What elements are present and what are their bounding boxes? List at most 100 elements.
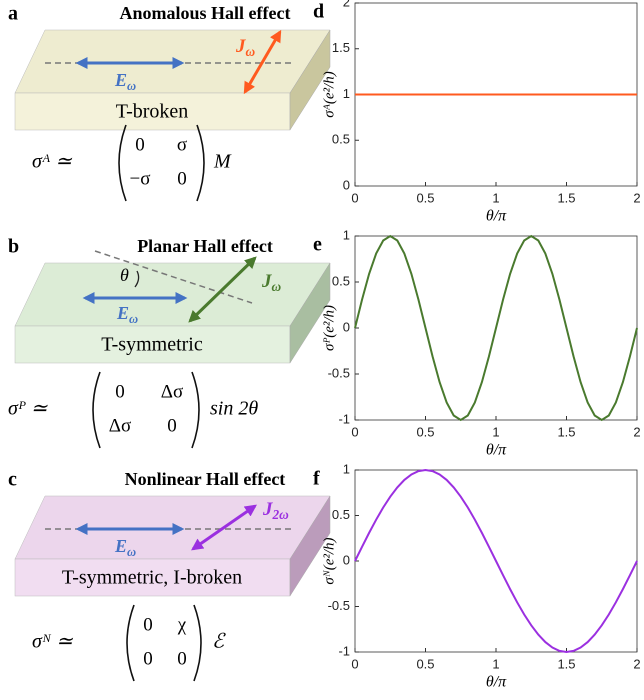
x-tick-label: 2 (633, 190, 640, 205)
formula-lhs: σᴬ ≃ (32, 151, 73, 173)
y-tick-label: 1 (343, 461, 350, 476)
formula-rhs: sin 2θ (210, 398, 258, 420)
y-axis-label: σᴬ(e²/h) (321, 71, 337, 117)
x-tick-label: 1.5 (557, 424, 575, 439)
matrix-entry: 0 (143, 614, 153, 635)
y-tick-label: -1 (338, 643, 350, 658)
angle-label: θ (120, 265, 129, 285)
slab-side (289, 495, 331, 597)
slab-front (14, 325, 291, 364)
paren-right (193, 604, 202, 682)
e-label: Eω (114, 536, 136, 559)
x-tick-label: 0.5 (416, 190, 434, 205)
matrix-entry: 0 (177, 168, 187, 189)
matrix-entry: 0 (177, 648, 187, 669)
paren-right (196, 124, 205, 202)
panel-label: b (8, 236, 19, 258)
y-tick-label: -0.5 (328, 598, 350, 613)
matrix-entry: 0 (115, 381, 125, 402)
j-label-main: J (262, 499, 273, 520)
slab-side (289, 29, 331, 131)
x-tick-label: 0.5 (416, 424, 434, 439)
j-arrow (188, 256, 257, 323)
panel-label: f (313, 468, 320, 490)
formula-lhs: σᴾ ≃ (8, 398, 49, 420)
angle-arc (134, 270, 140, 288)
x-axis-label: θ/π (486, 442, 507, 459)
j-arrow (243, 29, 282, 95)
x-tick-label: 0 (351, 656, 358, 671)
slab-text: T-symmetric, I-broken (62, 567, 242, 589)
formula-rhs: M (213, 151, 232, 173)
paren-left (92, 371, 101, 449)
y-tick-label: 1.5 (332, 40, 350, 55)
panel-label: d (313, 1, 324, 23)
matrix-entry: 0 (143, 648, 153, 669)
panel-label: c (8, 469, 17, 491)
j-label-sub: ω (272, 279, 282, 294)
y-tick-label: -0.5 (328, 365, 350, 380)
paren-left (126, 604, 135, 682)
e-label-sub: ω (129, 312, 138, 326)
e-label-main: E (114, 536, 127, 556)
dashed-line (94, 250, 253, 304)
j-label-sub: 2ω (272, 507, 290, 522)
x-axis-label: θ/π (486, 208, 507, 225)
e-label: Eω (114, 70, 136, 93)
y-tick-label: 1 (343, 227, 350, 242)
j-arrow (191, 504, 257, 551)
line-series (354, 468, 638, 654)
x-tick-label: 1 (492, 424, 499, 439)
x-tick-label: 1.5 (557, 656, 575, 671)
x-tick-label: 0 (351, 190, 358, 205)
panel-label: e (313, 234, 322, 256)
y-tick-label: -1 (338, 411, 350, 426)
panel-title: Anomalous Hall effect (120, 3, 291, 23)
matrix-entry: Δσ (109, 415, 131, 436)
x-tick-label: 2 (633, 656, 640, 671)
j-label-sub: ω (246, 44, 256, 59)
j-label-main: J (235, 36, 246, 57)
x-tick-label: 1.5 (557, 190, 575, 205)
matrix-entry: 0 (167, 415, 177, 436)
j-label-main: J (261, 271, 272, 292)
paren-left (118, 124, 127, 202)
y-tick-label: 0.5 (332, 132, 350, 147)
j-label: J2ω (262, 499, 289, 522)
formula-lhs: σᴺ ≃ (32, 631, 74, 653)
panel-title: Planar Hall effect (137, 236, 273, 256)
y-axis-label: σᴺ(e²/h) (321, 537, 337, 584)
y-axis-label: σᴾ(e²/h) (321, 305, 337, 351)
y-tick-label: 0 (343, 177, 350, 192)
slab-front (14, 558, 291, 597)
y-tick-label: 1 (343, 86, 350, 101)
matrix-entry: −σ (130, 168, 151, 189)
slab-text: T-broken (116, 101, 189, 123)
y-tick-label: 0 (343, 319, 350, 334)
slab-front (14, 92, 291, 131)
x-tick-label: 2 (633, 424, 640, 439)
x-tick-label: 0.5 (416, 656, 434, 671)
matrix-entry: χ (177, 614, 187, 635)
paren-right (191, 371, 200, 449)
matrix-entry: 0 (135, 134, 145, 155)
e-label: Eω (116, 303, 138, 326)
x-axis-label: θ/π (486, 674, 507, 691)
j-label: Jω (235, 36, 256, 59)
x-tick-label: 0 (351, 424, 358, 439)
e-label-sub: ω (127, 79, 136, 93)
panel-label: a (8, 3, 18, 25)
j-label: Jω (261, 271, 282, 294)
x-tick-label: 1 (492, 190, 499, 205)
slab-text: T-symmetric (101, 334, 203, 356)
x-tick-label: 1 (492, 656, 499, 671)
y-tick-label: 2 (343, 0, 350, 9)
y-tick-label: 0.5 (332, 507, 350, 522)
e-label-main: E (116, 303, 129, 323)
panel-title: Nonlinear Hall effect (125, 469, 286, 489)
matrix-entry: σ (177, 134, 187, 155)
e-label-main: E (114, 70, 127, 90)
matrix-entry: Δσ (161, 381, 183, 402)
y-tick-label: 0.5 (332, 273, 350, 288)
